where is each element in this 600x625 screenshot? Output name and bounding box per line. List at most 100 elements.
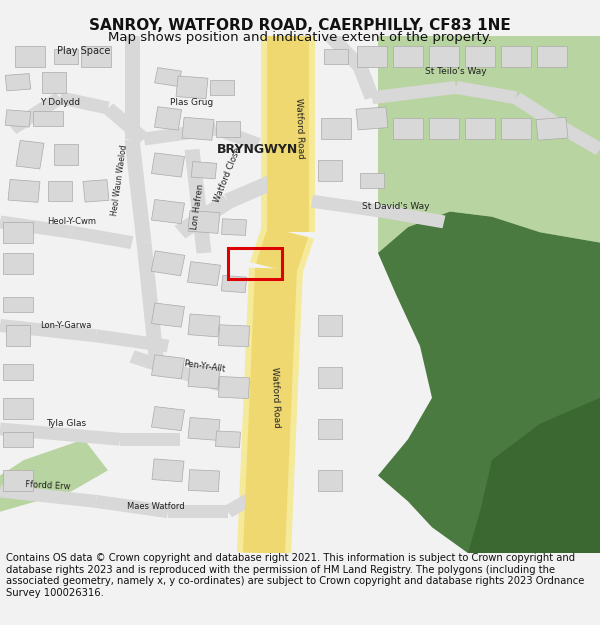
Text: Lon-Y-Garwa: Lon-Y-Garwa [40,321,92,330]
Text: Maes Watford: Maes Watford [127,502,185,511]
Bar [188,418,220,441]
Polygon shape [125,36,139,139]
Polygon shape [378,212,600,553]
Bar [151,406,185,431]
Bar [188,314,220,337]
Polygon shape [120,432,180,446]
Bar [221,276,247,292]
Bar [218,325,250,347]
Bar [356,107,388,130]
Bar [48,181,72,201]
Polygon shape [143,122,217,146]
Bar [228,248,282,279]
Polygon shape [468,398,600,553]
Polygon shape [71,226,133,249]
Bar [321,118,351,139]
Bar [54,49,78,64]
Bar [465,118,495,139]
Bar [191,161,217,179]
Text: Pen-Yr-Allt: Pen-Yr-Allt [182,359,226,374]
Text: Plas Grug: Plas Grug [170,98,214,107]
Polygon shape [0,439,108,512]
Text: Watford Road: Watford Road [271,368,281,429]
Bar [318,471,342,491]
Text: SANROY, WATFORD ROAD, CAERPHILLY, CF83 1NE: SANROY, WATFORD ROAD, CAERPHILLY, CF83 1… [89,18,511,32]
Bar [152,459,184,482]
Polygon shape [175,195,233,239]
Text: Heol Waun Waelod: Heol Waun Waelod [110,144,130,217]
Bar [210,79,234,95]
Text: Heol-Y-Cwm: Heol-Y-Cwm [47,217,97,226]
Bar [3,222,33,243]
Bar [360,173,384,188]
Polygon shape [383,205,445,228]
Bar [5,110,31,127]
Bar [16,141,44,169]
Polygon shape [353,64,379,100]
Text: St Teilo's Way: St Teilo's Way [425,68,487,76]
Polygon shape [378,36,600,253]
Polygon shape [95,495,169,518]
Bar [182,118,214,140]
Bar [318,160,342,181]
Bar [429,118,459,139]
Bar [537,46,567,67]
Bar [5,74,31,91]
Bar [151,199,185,224]
Bar [154,107,182,130]
Polygon shape [455,81,517,104]
Bar [83,179,109,202]
Polygon shape [58,91,110,114]
Polygon shape [7,92,65,134]
Bar [393,46,423,67]
Bar [3,297,33,312]
Bar [501,118,531,139]
Polygon shape [311,195,385,218]
Bar [81,46,111,67]
Bar [215,431,241,447]
Text: Map shows position and indicative extent of the property.: Map shows position and indicative extent… [108,31,492,44]
Bar [6,326,30,346]
Bar [318,367,342,388]
Bar [188,366,220,389]
Bar [429,46,459,67]
Text: Y Dolydd: Y Dolydd [40,98,80,107]
Bar [151,251,185,276]
Text: Watford Road: Watford Road [295,98,305,159]
Polygon shape [224,174,280,208]
Bar [151,355,185,379]
Text: Play Space: Play Space [58,46,110,56]
Bar [3,471,33,491]
Polygon shape [224,486,268,517]
Bar [151,153,185,177]
Bar [188,469,220,492]
Bar [465,46,495,67]
Polygon shape [130,351,230,394]
Polygon shape [267,36,309,232]
Text: BRYNGWYN: BRYNGWYN [217,143,299,156]
Bar [393,118,423,139]
Bar [151,303,185,327]
Polygon shape [324,31,366,71]
Polygon shape [560,123,600,155]
Bar [318,315,342,336]
Polygon shape [125,139,151,243]
Text: Tyla Glas: Tyla Glas [46,419,86,428]
Polygon shape [0,484,97,508]
Bar [54,144,78,165]
Bar [216,121,240,136]
Bar [536,118,568,140]
Bar [176,76,208,99]
Bar [3,398,33,419]
Polygon shape [137,242,163,357]
Text: Ffordd Erw: Ffordd Erw [25,480,71,491]
Bar [357,46,387,67]
Bar [188,211,220,233]
Polygon shape [261,36,315,232]
Bar [8,179,40,203]
Text: St David's Way: St David's Way [362,202,430,211]
Bar [42,72,66,92]
Bar [3,431,33,447]
Bar [3,364,33,380]
Polygon shape [237,268,303,554]
